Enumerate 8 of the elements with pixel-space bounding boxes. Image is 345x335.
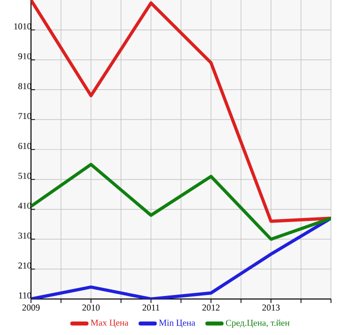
x-tick-label: 2013 [262, 304, 280, 311]
x-tick-label: 2012 [202, 304, 220, 311]
legend-label: Min Цена [159, 320, 196, 328]
legend-label: Сред.Цена, т.йен [226, 320, 290, 328]
x-tick-label: 2009 [22, 304, 40, 311]
legend-label: Max Цена [90, 320, 128, 328]
x-tick-label: 2010 [82, 304, 100, 311]
x-tick-label: 2011 [142, 304, 160, 311]
